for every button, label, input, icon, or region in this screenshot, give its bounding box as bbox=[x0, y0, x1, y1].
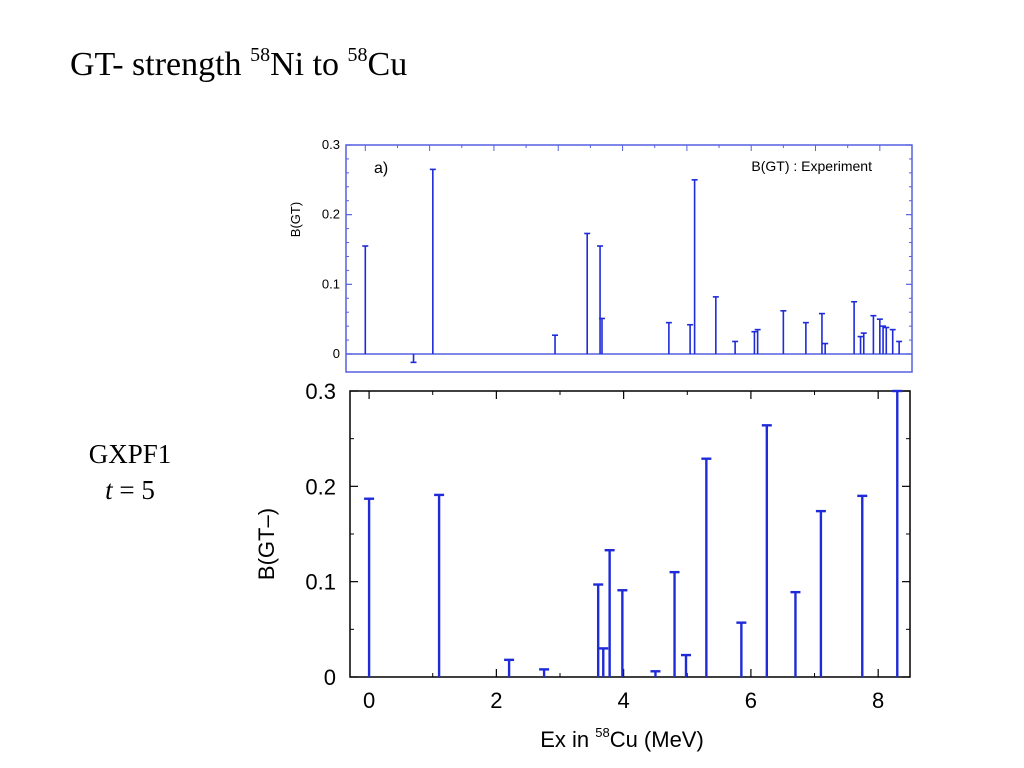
x-axis-label-suffix: Cu (MeV) bbox=[610, 727, 704, 752]
experiment-ticks: 0 0.1 0.2 0.3 bbox=[322, 137, 912, 361]
model-parameter: t = 5 bbox=[60, 472, 200, 508]
experiment-plot-frame bbox=[345, 144, 913, 373]
gxpf1-stems bbox=[364, 389, 903, 677]
experiment-panel: 0 0.1 0.2 0.3 a) B(GT) : Experiment B(GT) bbox=[288, 137, 913, 373]
experiment-y-tick-label: 0.1 bbox=[322, 276, 340, 291]
gxpf1-x-tick-label: 6 bbox=[745, 688, 757, 713]
experiment-legend: B(GT) : Experiment bbox=[751, 158, 872, 174]
gxpf1-y-axis-label: B(GT–) bbox=[254, 508, 279, 580]
model-parameter-var: t bbox=[105, 475, 113, 505]
gxpf1-y-tick-label: 0.3 bbox=[305, 379, 336, 404]
title-mass-cu: 58 bbox=[347, 44, 368, 66]
gxpf1-x-tick-label: 2 bbox=[490, 688, 502, 713]
gxpf1-x-tick-label: 4 bbox=[618, 688, 630, 713]
gxpf1-ticks: 0 0.1 0.2 0.3 0 2 4 6 8 bbox=[305, 379, 910, 713]
slide-title: GT- strength 58Ni to 58Cu bbox=[70, 44, 408, 84]
experiment-y-tick-label: 0 bbox=[333, 346, 340, 361]
experiment-y-axis-label: B(GT) bbox=[288, 202, 303, 237]
model-label: GXPF1 t = 5 bbox=[60, 436, 200, 508]
model-name: GXPF1 bbox=[88, 439, 172, 469]
experiment-y-tick-label: 0.3 bbox=[322, 137, 340, 152]
gxpf1-y-tick-label: 0.2 bbox=[305, 474, 336, 499]
gxpf1-panel: 0 0.1 0.2 0.3 0 2 4 6 8 B(GT–) Ex in 58Cu (MeV) bbox=[254, 379, 911, 752]
gxpf1-x-tick-label: 8 bbox=[872, 688, 884, 713]
experiment-stems bbox=[362, 168, 903, 364]
gxpf1-y-tick-label: 0 bbox=[324, 665, 336, 690]
x-axis-label-prefix: Ex in bbox=[540, 727, 595, 752]
gxpf1-x-axis-label: Ex in 58Cu (MeV) bbox=[540, 725, 704, 752]
model-parameter-value: = 5 bbox=[112, 475, 155, 505]
experiment-y-tick-label: 0.2 bbox=[322, 207, 340, 222]
gxpf1-plot-frame bbox=[349, 390, 911, 678]
title-mass-ni: 58 bbox=[250, 44, 271, 66]
title-text: GT- strength bbox=[70, 46, 251, 83]
x-axis-label-mass: 58 bbox=[595, 725, 609, 740]
title-element-ni: Ni to bbox=[270, 46, 348, 83]
gxpf1-x-tick-label: 0 bbox=[363, 688, 375, 713]
title-element-cu: Cu bbox=[367, 46, 408, 83]
gxpf1-y-tick-label: 0.1 bbox=[305, 570, 336, 595]
experiment-panel-label: a) bbox=[374, 160, 388, 177]
